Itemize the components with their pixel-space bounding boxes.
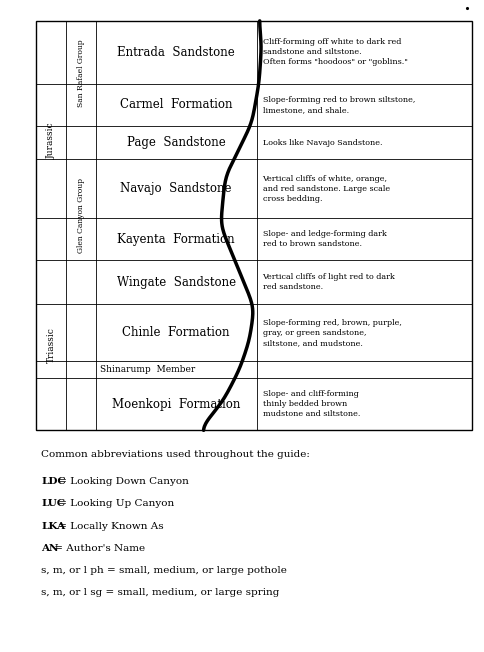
- Text: Slope- and cliff-forming
thinly bedded brown
mudstone and siltstone.: Slope- and cliff-forming thinly bedded b…: [262, 390, 360, 418]
- Text: Slope- and ledge-forming dark
red to brown sandstone.: Slope- and ledge-forming dark red to bro…: [262, 230, 386, 248]
- Text: Carmel  Formation: Carmel Formation: [120, 98, 232, 111]
- Text: San Rafael Group: San Rafael Group: [77, 40, 85, 107]
- Text: Navajo  Sandstone: Navajo Sandstone: [121, 183, 232, 196]
- Text: Glen Canyon Group: Glen Canyon Group: [77, 177, 85, 252]
- Text: Vertical cliffs of light red to dark
red sandstone.: Vertical cliffs of light red to dark red…: [262, 273, 395, 291]
- Text: Slope-forming red to brown siltstone,
limestone, and shale.: Slope-forming red to brown siltstone, li…: [262, 96, 415, 114]
- Text: Triassic: Triassic: [46, 327, 56, 363]
- Text: LUC: LUC: [41, 499, 65, 509]
- Text: = Looking Up Canyon: = Looking Up Canyon: [55, 499, 175, 509]
- Text: Chinle  Formation: Chinle Formation: [122, 326, 230, 339]
- Text: Looks like Navajo Sandstone.: Looks like Navajo Sandstone.: [262, 139, 382, 147]
- Text: LKA: LKA: [41, 522, 65, 531]
- Text: Kayenta  Formation: Kayenta Formation: [117, 233, 235, 246]
- Text: Cliff-forming off white to dark red
sandstone and siltstone.
Often forms "hoodoo: Cliff-forming off white to dark red sand…: [262, 38, 408, 67]
- Text: LDC: LDC: [41, 477, 66, 486]
- Text: Moenkopi  Formation: Moenkopi Formation: [112, 398, 241, 411]
- Text: Vertical cliffs of white, orange,
and red sandstone. Large scale
cross bedding.: Vertical cliffs of white, orange, and re…: [262, 175, 390, 203]
- Text: Jurassic: Jurassic: [46, 122, 56, 159]
- Text: Wingate  Sandstone: Wingate Sandstone: [117, 276, 236, 289]
- Text: s, m, or l ph = small, medium, or large pothole: s, m, or l ph = small, medium, or large …: [41, 566, 287, 575]
- Text: Slope-forming red, brown, purple,
gray, or green sandstone,
siltstone, and mudst: Slope-forming red, brown, purple, gray, …: [262, 319, 401, 347]
- Text: AN: AN: [41, 544, 59, 553]
- Text: Shinarump  Member: Shinarump Member: [100, 365, 196, 374]
- Text: Common abbreviations used throughout the guide:: Common abbreviations used throughout the…: [41, 450, 310, 459]
- Text: = Author's Name: = Author's Name: [51, 544, 145, 553]
- Bar: [36, 21, 472, 430]
- Text: = Looking Down Canyon: = Looking Down Canyon: [55, 477, 189, 486]
- Text: Entrada  Sandstone: Entrada Sandstone: [117, 46, 235, 59]
- Text: s, m, or l sg = small, medium, or large spring: s, m, or l sg = small, medium, or large …: [41, 588, 280, 597]
- Text: Page  Sandstone: Page Sandstone: [127, 136, 226, 149]
- Text: = Locally Known As: = Locally Known As: [55, 522, 164, 531]
